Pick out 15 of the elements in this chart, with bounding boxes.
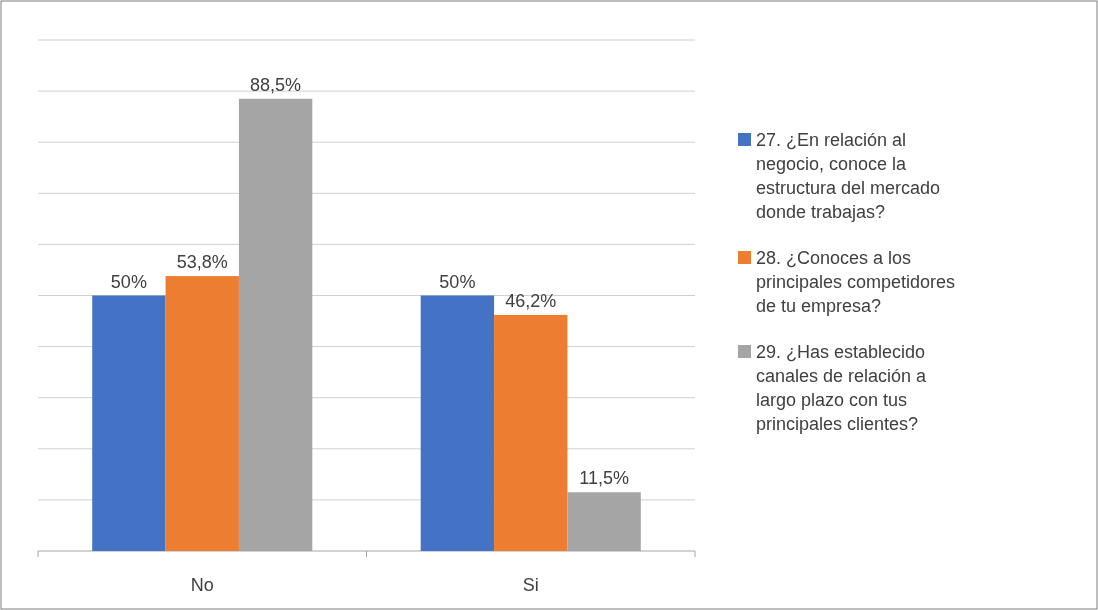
legend-label: 29. ¿Has establecido canales de relación a largo plazo con tus principales clientes? [756, 342, 928, 434]
bar [494, 314, 568, 551]
x-tick-label: No [190, 575, 214, 595]
data-label: 53,8% [176, 252, 228, 273]
data-label: 46,2% [505, 290, 557, 311]
legend-label: 27. ¿En relación al negocio, conoce la estructura del mercado donde trabajas? [756, 130, 941, 222]
bar [92, 295, 166, 551]
data-label: 50% [439, 271, 476, 292]
data-label: 11,5% [579, 468, 629, 489]
data-label: 50% [110, 271, 147, 292]
bar [420, 295, 495, 551]
bar [165, 276, 239, 551]
legend-label: 28. ¿Conoces a los principales competidores de tu empresa? [756, 248, 956, 316]
data-label: 88,5% [250, 74, 302, 95]
x-tick-label: Si [522, 575, 539, 595]
